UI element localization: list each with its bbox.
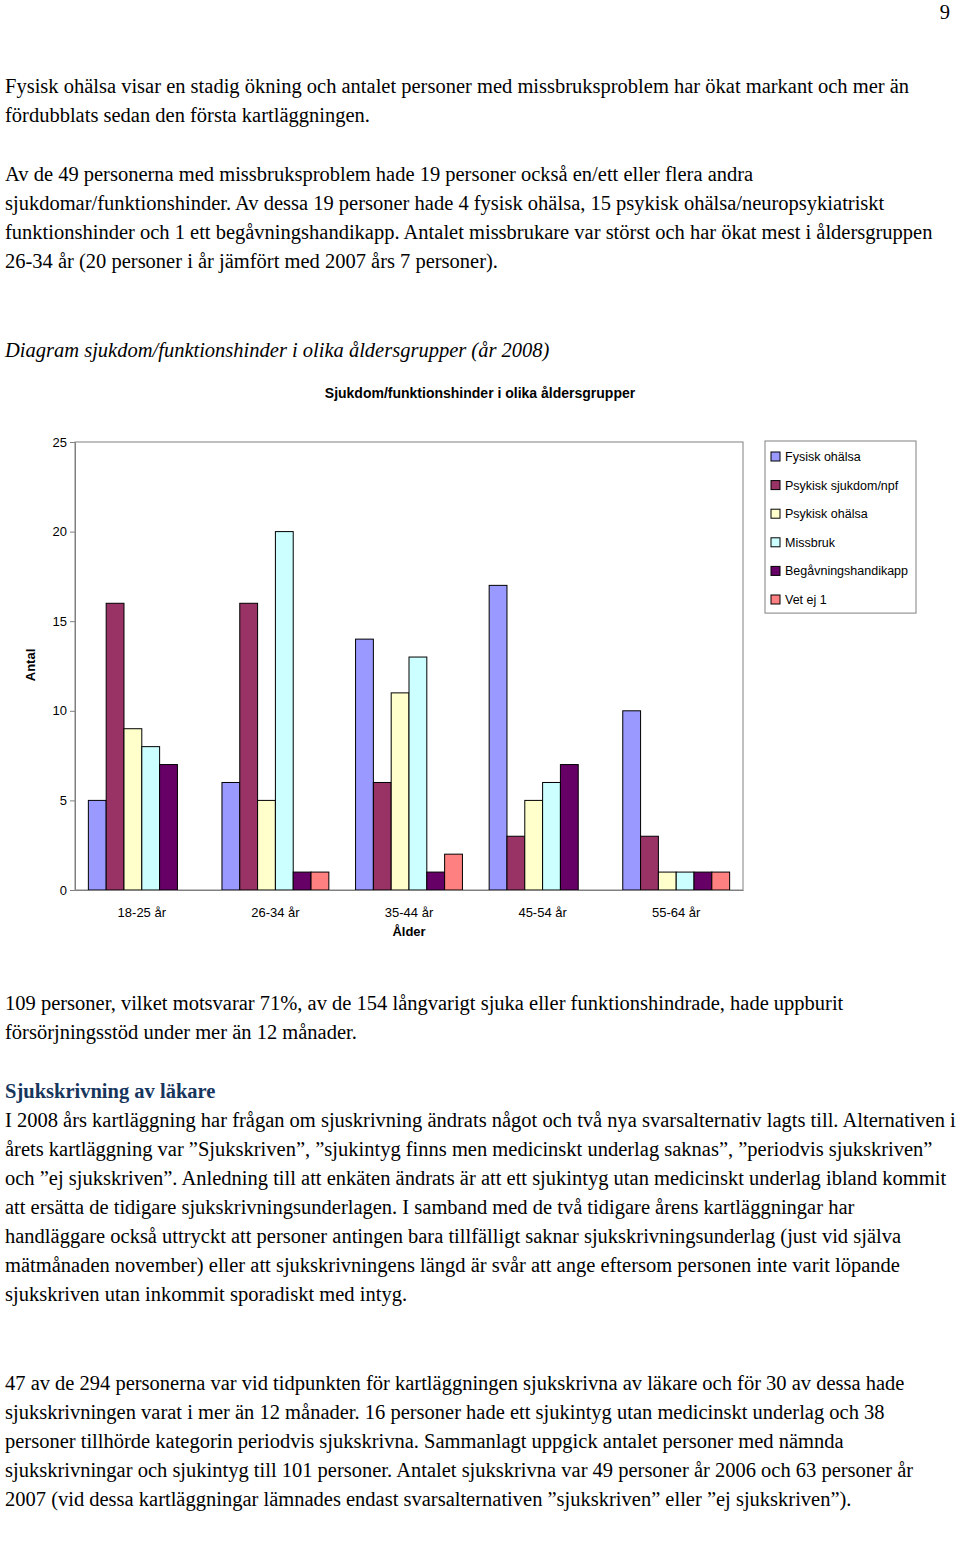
tick: 15: [53, 614, 75, 629]
tick-label: 10: [53, 703, 67, 718]
y-axis-title: Antal: [23, 649, 38, 682]
bar: [543, 782, 561, 890]
tick: 0: [60, 883, 75, 898]
legend-box: [765, 441, 916, 613]
axis-line: [75, 443, 76, 891]
bar: [391, 693, 409, 890]
bar: [445, 854, 463, 890]
bar: [222, 782, 240, 890]
legend-swatch: [771, 595, 780, 604]
x-axis-title: Ålder: [392, 924, 425, 939]
chart-title: Sjukdom/funktionshinder i olika åldersgr…: [325, 385, 636, 401]
legend-label: Psykisk sjukdom/npf: [785, 479, 899, 493]
paragraph: Fysisk ohälsa visar en stadig ökning och…: [5, 72, 957, 130]
legend-label: Vet ej 1: [785, 593, 827, 607]
bar: [641, 836, 659, 890]
tick-label: 45-54 år: [518, 905, 567, 920]
bar: [427, 872, 445, 890]
tick-label: 0: [60, 883, 67, 898]
y-axis: 0 5 10 15 20 25: [53, 435, 76, 898]
axis-line: [76, 890, 744, 891]
tick: 20: [53, 524, 75, 539]
bar: [578, 890, 596, 891]
legend-label: Fysisk ohälsa: [785, 450, 861, 464]
paragraph: I 2008 års kartläggning har frågan om sj…: [5, 1106, 957, 1309]
bar: [525, 800, 543, 890]
legend-swatch: [771, 566, 780, 575]
tick: 10: [53, 703, 75, 718]
tick-mark: [70, 442, 75, 443]
legend-swatch: [771, 481, 780, 490]
bar: [177, 890, 195, 891]
bar: [275, 532, 293, 890]
heading: Sjukskrivning av läkare: [5, 1077, 957, 1106]
bars: [88, 532, 729, 890]
legend-swatch: [771, 538, 780, 547]
tick-label: 15: [53, 614, 67, 629]
legend: Fysisk ohälsa Psykisk sjukdom/npf Psykisk …: [765, 441, 916, 613]
bar: [106, 603, 124, 890]
bar: [694, 872, 712, 890]
x-axis: 18-25 år 26-34 år 35-44 år 45-54 år 55-64 år: [76, 891, 744, 921]
bar: [356, 639, 374, 890]
bar: [160, 765, 178, 890]
bar: [507, 836, 525, 890]
tick-label: 18-25 år: [118, 905, 167, 920]
tick: 5: [60, 793, 75, 808]
bar: [124, 729, 142, 890]
tick-mark: [70, 621, 75, 622]
legend-label: Psykisk ohälsa: [785, 507, 868, 521]
paragraph: 109 personer, vilket motsvarar 71%, av d…: [5, 989, 957, 1047]
tick-label: 5: [60, 793, 67, 808]
bar: [409, 657, 427, 890]
bar: [142, 747, 160, 890]
legend-swatch: [771, 452, 780, 461]
tick-label: 55-64 år: [652, 905, 701, 920]
tick-mark: [70, 800, 75, 801]
tick: 35-44 år: [385, 905, 434, 920]
legend-swatch: [771, 509, 780, 518]
plot-frame: [75, 442, 743, 890]
legend-label: Missbruk: [785, 536, 836, 550]
bar: [712, 872, 730, 890]
bar: [240, 603, 258, 890]
tick: 25: [53, 435, 75, 450]
tick-label: 20: [53, 524, 67, 539]
chart: Sjukdom/funktionshinder i olika åldersgr…: [0, 370, 960, 950]
bar: [88, 800, 106, 890]
tick-mark: [70, 532, 75, 533]
paragraph: 47 av de 294 personerna var vid tidpunkt…: [5, 1369, 957, 1514]
tick-mark: [70, 711, 75, 712]
bar: [623, 711, 641, 890]
tick: 18-25 år: [118, 905, 167, 920]
tick-label: 25: [53, 435, 67, 450]
bar: [311, 872, 329, 890]
tick-label: 26-34 år: [251, 905, 300, 920]
tick: 55-64 år: [652, 905, 701, 920]
tick-label: 35-44 år: [385, 905, 434, 920]
bar: [293, 872, 311, 890]
bar: [658, 872, 676, 890]
bar: [676, 872, 694, 890]
tick: 45-54 år: [518, 905, 567, 920]
tick-mark: [70, 890, 75, 891]
bar: [560, 765, 578, 890]
paragraph: Av de 49 personerna med missbruksproblem…: [5, 160, 957, 276]
caption: Diagram sjukdom/funktionshinder i olika …: [5, 336, 957, 365]
legend-label: Begåvningshandikapp: [785, 564, 908, 578]
bar: [258, 800, 276, 890]
page-number: 9: [940, 0, 950, 27]
bar: [489, 585, 507, 890]
tick: 26-34 år: [251, 905, 300, 920]
bar: [373, 782, 391, 890]
